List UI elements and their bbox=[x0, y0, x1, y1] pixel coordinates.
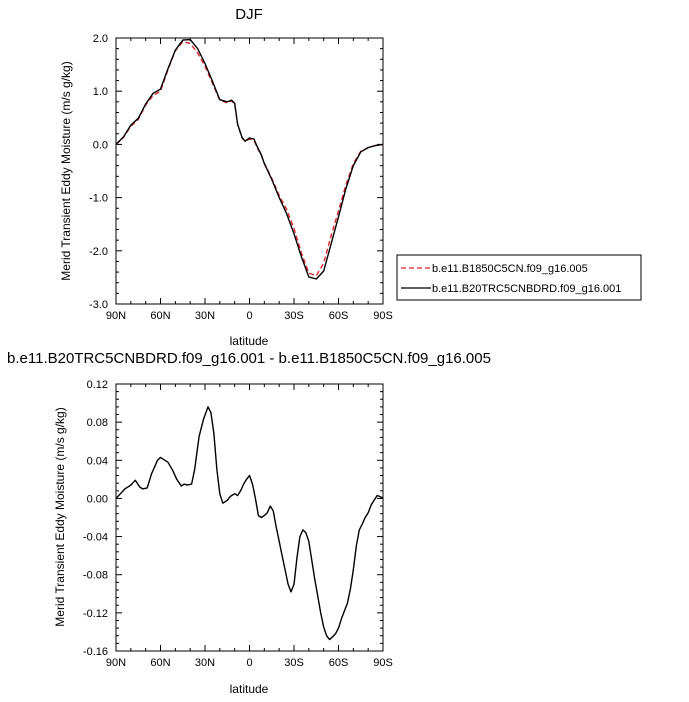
top-y-axis-label: Merid Transient Eddy Moisture (m/s g/kg) bbox=[59, 61, 73, 280]
legend-entry-control: b.e11.B1850C5CN.f09_g16.005 bbox=[432, 263, 588, 275]
x-tick-label: 30N bbox=[195, 657, 215, 669]
x-tick-label: 90S bbox=[373, 310, 393, 322]
top-x-axis-label: latitude bbox=[230, 334, 269, 348]
plot-frame bbox=[115, 37, 384, 305]
legend-entry-experiment: b.e11.B20TRC5CNBDRD.f09_g16.001 bbox=[432, 283, 621, 295]
bottom-plot-area: 90N 60N 30N 0 30S 60S 90S 0.12 0.08 0.04 0.00 -0.04… bbox=[83, 379, 393, 669]
bottom-y-axis-label: Merid Transient Eddy Moisture (m/s g/kg) bbox=[53, 407, 67, 626]
y-tick-label: -0.16 bbox=[83, 646, 108, 658]
y-tick-label: 0.00 bbox=[87, 493, 108, 505]
y-tick-label: 0.0 bbox=[93, 139, 108, 151]
x-tick-label: 90S bbox=[373, 657, 393, 669]
x-tick-label: 30S bbox=[284, 657, 304, 669]
bottom-chart: b.e11.B20TRC5CNBDRD.f09_g16.001 - b.e11.… bbox=[7, 350, 491, 696]
plot-frame bbox=[115, 383, 384, 652]
bottom-x-axis-label: latitude bbox=[230, 682, 269, 696]
y-tick-label: 0.12 bbox=[87, 379, 108, 391]
y-tick-label: -3.0 bbox=[89, 299, 108, 311]
top-chart: DJF 90N 60N 30N 0 30S 60S 90S 2.0 1.0 0.0 -1.0 -2.0… bbox=[59, 6, 393, 348]
x-tick-label: 60S bbox=[329, 310, 349, 322]
x-tick-label: 30S bbox=[284, 310, 304, 322]
legend: b.e11.B1850C5CN.f09_g16.005 b.e11.B20TRC… bbox=[396, 254, 642, 301]
y-tick-label: 1.0 bbox=[93, 86, 108, 98]
y-tick-label: -0.08 bbox=[83, 570, 108, 582]
y-tick-label: 0.04 bbox=[87, 455, 108, 467]
x-tick-label: 60N bbox=[150, 657, 170, 669]
x-tick-label: 90N bbox=[106, 310, 126, 322]
x-tick-label: 60N bbox=[150, 310, 170, 322]
y-tick-label: -2.0 bbox=[89, 246, 108, 258]
series-line-0-1 bbox=[115, 38, 384, 280]
top-chart-title: DJF bbox=[235, 6, 263, 23]
y-tick-label: 0.08 bbox=[87, 417, 108, 429]
y-tick-label: -0.04 bbox=[83, 532, 108, 544]
y-tick-label: 2.0 bbox=[93, 33, 108, 45]
x-tick-label: 60S bbox=[329, 657, 349, 669]
x-tick-label: 90N bbox=[106, 657, 126, 669]
x-tick-label: 0 bbox=[246, 657, 252, 669]
series-line-1-0 bbox=[115, 406, 384, 641]
y-tick-label: -0.12 bbox=[83, 608, 108, 620]
x-tick-label: 30N bbox=[195, 310, 215, 322]
y-tick-label: -1.0 bbox=[89, 193, 108, 205]
top-plot-area: 90N 60N 30N 0 30S 60S 90S 2.0 1.0 0.0 -1.0 -2.0 -3.0 bbox=[89, 33, 393, 322]
legend-box bbox=[396, 254, 642, 301]
x-tick-label: 0 bbox=[246, 310, 252, 322]
bottom-chart-title: b.e11.B20TRC5CNBDRD.f09_g16.001 - b.e11.… bbox=[7, 350, 491, 367]
series-line-0-0 bbox=[115, 41, 384, 277]
